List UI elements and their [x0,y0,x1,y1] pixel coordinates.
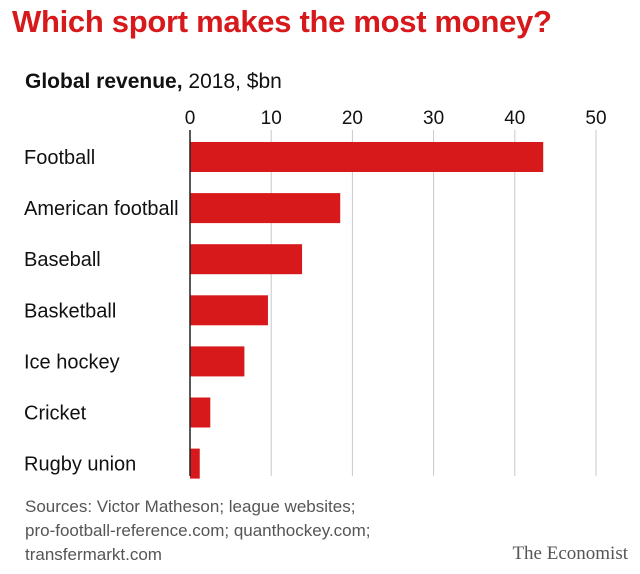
brand-logo: The Economist [512,543,628,564]
bar [190,142,544,172]
source-line: pro-football-reference.com; quanthockey.… [25,521,371,540]
bar [190,448,200,479]
bar [190,295,268,326]
category-label: Basketball [24,300,116,322]
subtitle-metric: Global revenue, [25,70,183,93]
category-label: Rugby union [24,454,136,476]
bar [190,397,211,428]
category-label: Ice hockey [24,351,120,373]
source-line: Sources: Victor Matheson; league website… [25,497,356,516]
x-tick-label: 0 [185,108,196,129]
category-label: American football [24,198,179,220]
category-label: Football [24,147,95,169]
x-tick-label: 30 [423,108,444,129]
chart-title: Which sport makes the most money? [12,4,552,39]
bar [190,346,245,377]
bar [190,193,341,224]
category-label: Cricket [24,403,87,425]
chart-subtitle: Global revenue, 2018, $bn [25,70,282,94]
x-tick-label: 40 [504,108,525,129]
subtitle-detail: 2018, $bn [182,70,282,93]
category-label: Baseball [24,249,101,271]
x-tick-label: 10 [261,108,282,129]
x-tick-label: 20 [342,108,363,129]
source-note: Sources: Victor Matheson; league website… [25,495,371,567]
bar-chart: 0 10 20 30 40 50 Football American football Base… [24,108,607,479]
bar [190,244,303,275]
x-tick-label: 50 [585,108,606,129]
source-line: transfermarkt.com [25,545,162,564]
